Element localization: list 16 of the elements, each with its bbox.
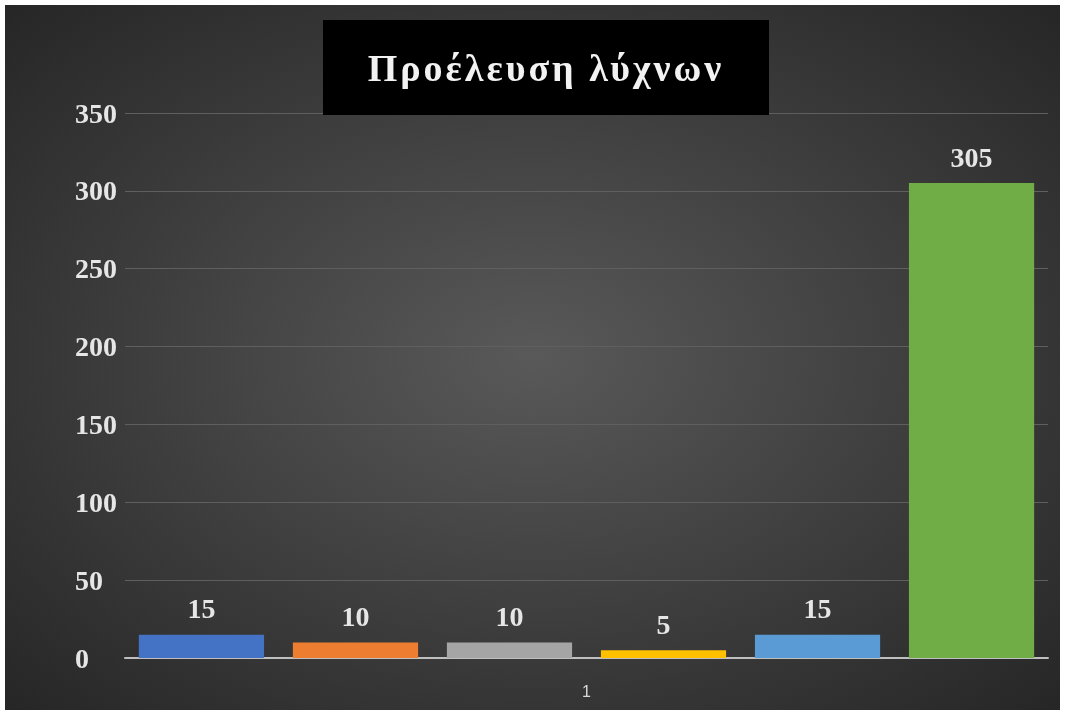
- y-tick-label: 250: [75, 253, 117, 285]
- y-tick-label: 150: [75, 408, 117, 440]
- y-tick-label: 0: [75, 642, 89, 674]
- x-tick-label: 1: [582, 682, 592, 700]
- y-tick-label: 300: [75, 175, 117, 207]
- data-label: 305: [950, 141, 993, 173]
- data-label: 15: [187, 593, 216, 625]
- y-tick-label: 100: [75, 486, 117, 518]
- y-tick-label: 50: [75, 564, 103, 596]
- data-label: 10: [341, 600, 370, 632]
- chart-title: Προέλευση λύχνων: [323, 20, 769, 115]
- data-label: 10: [495, 600, 524, 632]
- data-label: 5: [656, 608, 671, 640]
- data-label: 15: [803, 593, 832, 625]
- y-tick-label: 200: [75, 331, 117, 363]
- y-tick-label: 350: [75, 97, 117, 129]
